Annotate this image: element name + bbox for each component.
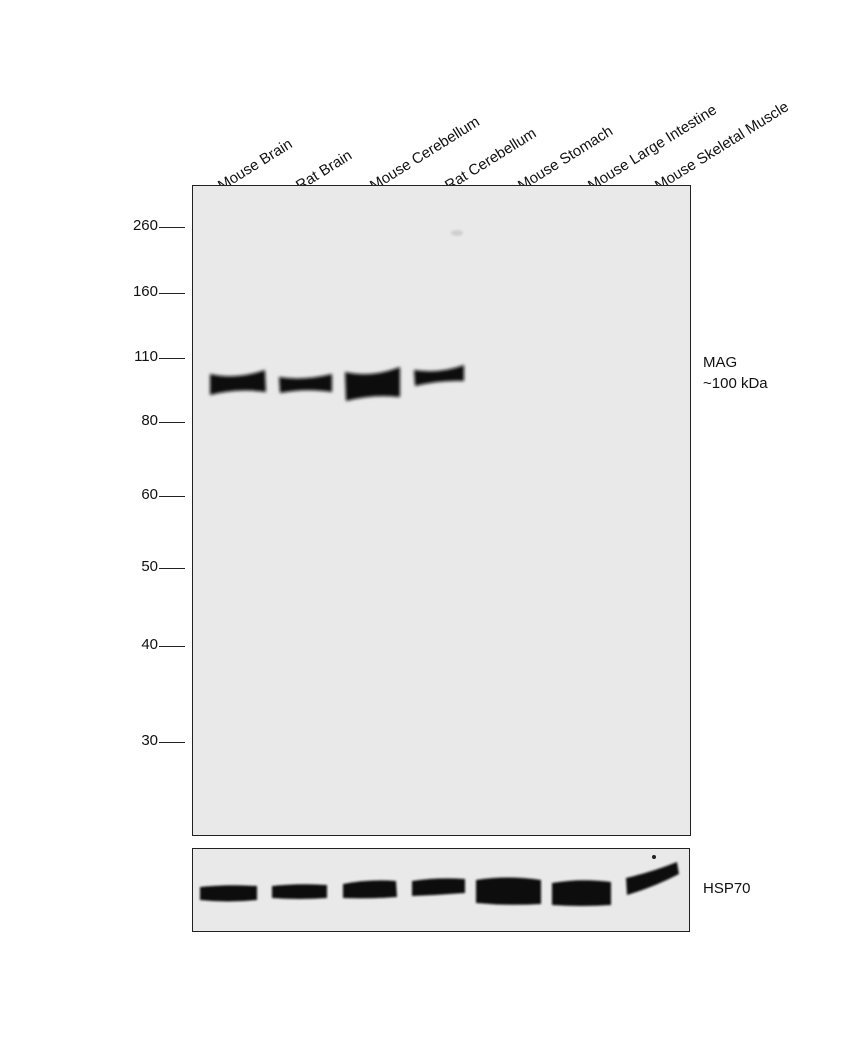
mw-tick bbox=[159, 358, 185, 359]
mw-tick bbox=[159, 227, 185, 228]
mag-band-rat-brain bbox=[279, 374, 332, 393]
loading-control-label: HSP70 bbox=[703, 880, 751, 897]
target-name-label: MAG bbox=[703, 354, 738, 371]
hsp70-band-5 bbox=[476, 877, 541, 905]
mw-tick bbox=[159, 568, 185, 569]
blot-artifact bbox=[652, 855, 656, 859]
mag-band-mouse-cerebellum bbox=[345, 367, 400, 401]
mw-marker-40: 40 bbox=[141, 636, 158, 653]
hsp70-band-7 bbox=[626, 862, 679, 895]
mw-marker-80: 80 bbox=[141, 412, 158, 429]
main-blot-panel bbox=[192, 185, 691, 836]
mw-marker-260: 260 bbox=[132, 217, 158, 234]
hsp70-band-3 bbox=[343, 880, 397, 899]
mw-marker-60: 60 bbox=[141, 486, 158, 503]
mw-tick bbox=[159, 646, 185, 647]
mw-tick bbox=[159, 496, 185, 497]
hsp70-band-4 bbox=[412, 878, 465, 896]
mag-band-mouse-brain bbox=[210, 370, 266, 395]
mag-band-rat-cerebellum bbox=[414, 365, 464, 386]
target-size-label: ~100 kDa bbox=[703, 375, 768, 392]
mw-tick bbox=[159, 293, 185, 294]
mw-marker-110: 110 bbox=[134, 348, 158, 365]
mw-tick bbox=[159, 742, 185, 743]
hsp70-band-6 bbox=[552, 880, 611, 906]
mw-marker-160: 160 bbox=[132, 283, 158, 300]
mw-tick bbox=[159, 422, 185, 423]
mw-marker-30: 30 bbox=[141, 732, 158, 749]
mw-marker-50: 50 bbox=[141, 558, 158, 575]
hsp70-band-1 bbox=[200, 885, 257, 902]
blot-artifact bbox=[451, 230, 463, 236]
hsp70-band-2 bbox=[272, 884, 327, 899]
